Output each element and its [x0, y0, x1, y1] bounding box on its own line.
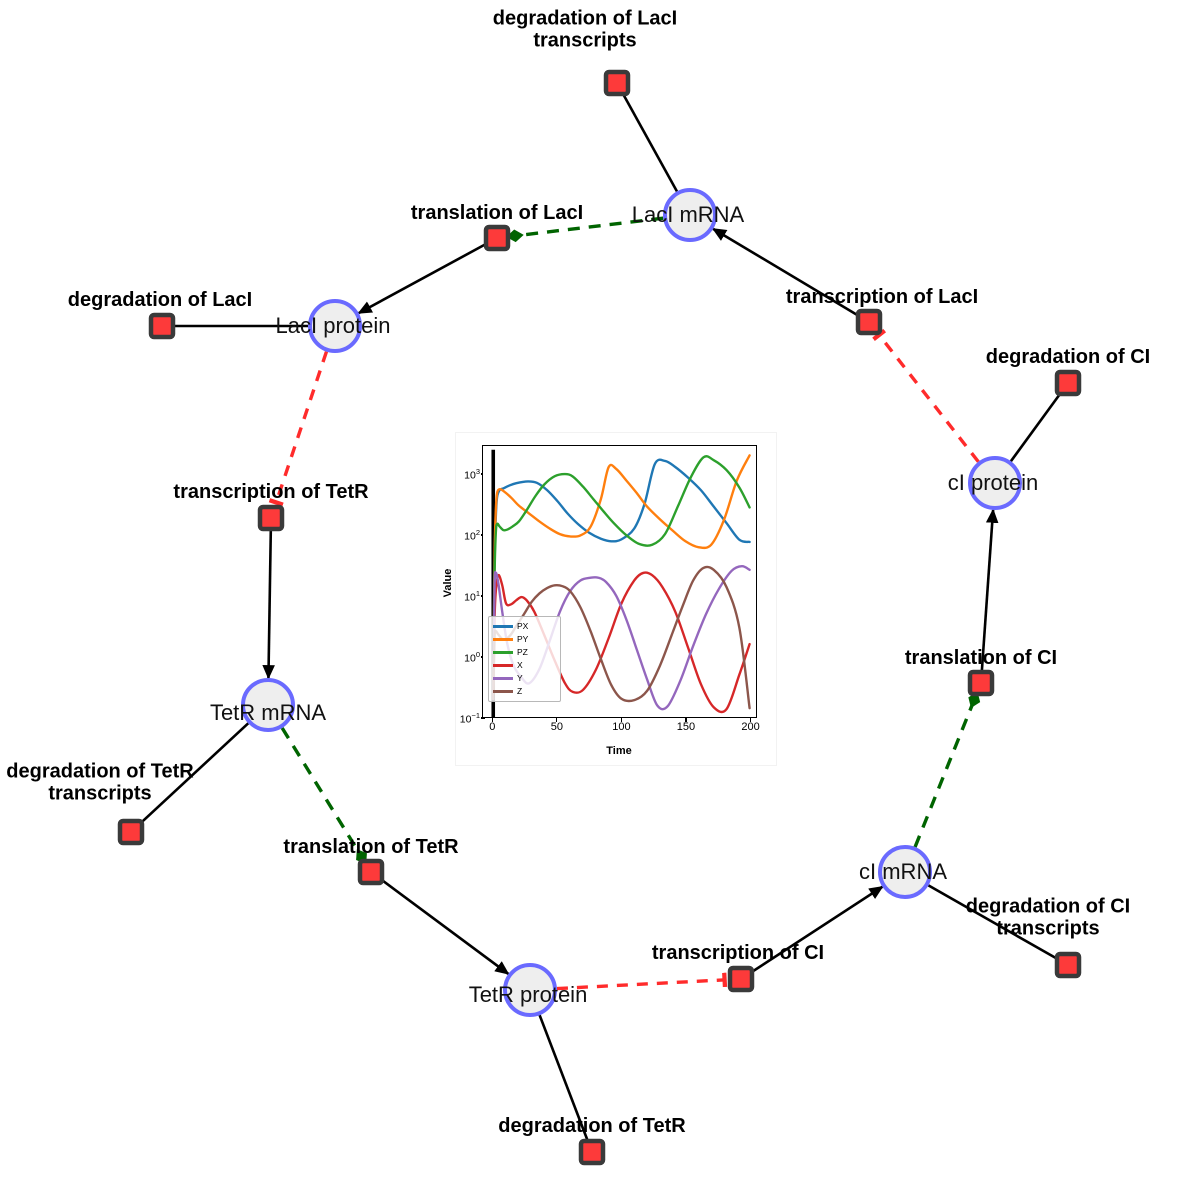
edge-e-deg-tetr-mrna	[138, 722, 250, 826]
reaction-label-deg_laci_transcripts: degradation of LacI transcripts	[492, 7, 678, 52]
edge-e-transcription-tetr-mrna	[262, 528, 275, 680]
edge-e-deg-tetr-protein	[538, 1014, 590, 1143]
y-tick-3: 103	[464, 466, 480, 482]
x-tick-50: 50	[550, 721, 563, 733]
reaction-node-transcription_tetr[interactable]	[257, 504, 285, 532]
x-tick-100: 100	[612, 721, 631, 733]
y-tick-0: 100	[464, 649, 480, 665]
legend-label-Y: Y	[517, 673, 523, 684]
legend-label-X: X	[517, 660, 523, 671]
y-tick-1: 101	[464, 588, 480, 604]
edge-e-tetr-mrna-translation	[280, 727, 367, 865]
reaction-label-transcription_tetr: transcription of TetR	[173, 480, 369, 503]
reaction-label-transcription_ci: transcription of CI	[651, 941, 825, 964]
x-tick-150: 150	[676, 721, 696, 733]
legend-item-PX[interactable]: PX	[491, 620, 557, 633]
edge-e-laci-mrna-translation	[506, 216, 664, 243]
x-tickmark-50	[556, 718, 558, 722]
reaction-label-deg_ci: degradation of CI	[985, 345, 1151, 368]
y-tick-2: 102	[464, 527, 480, 543]
legend-item-PY[interactable]: PY	[491, 633, 557, 646]
series-X	[492, 571, 751, 714]
legend-label-PY: PY	[517, 634, 529, 645]
legend-swatch-Y	[493, 677, 513, 680]
edge-e-deg-ci-mrna	[927, 884, 1060, 961]
reaction-node-deg_ci_transcripts[interactable]	[1054, 951, 1082, 979]
x-tick-200: 200	[741, 721, 760, 733]
legend-label-PX: PX	[517, 621, 529, 632]
edge-e-translation-laci-protein	[357, 242, 488, 315]
edge-e-laci-inhibits-tetr	[268, 351, 329, 507]
reaction-node-translation_tetr[interactable]	[357, 858, 385, 886]
y-tick--1: 10−1	[459, 710, 480, 726]
legend-item-X[interactable]: X	[491, 659, 557, 672]
reaction-label-transcription_laci: transcription of LacI	[785, 285, 979, 308]
reaction-label-translation_tetr: translation of TetR	[283, 835, 459, 858]
timecourse-plot: Value 10−1 100 101 102 103 PX PY PZ X Y Z 0 50 100 1…	[442, 432, 777, 766]
x-tickmark-100	[620, 718, 623, 722]
legend-swatch-PZ	[493, 651, 513, 654]
plot-area: PX PY PZ X Y Z	[482, 445, 757, 718]
x-tickmark-0	[491, 718, 493, 722]
legend-item-PZ[interactable]: PZ	[491, 646, 557, 659]
reaction-node-translation_ci[interactable]	[967, 669, 995, 697]
reaction-label-translation_ci: translation of CI	[904, 646, 1058, 669]
edge-group	[138, 91, 1063, 1143]
edge-e-deg-laci-mrna	[621, 91, 679, 193]
species-node-tetr_protein[interactable]	[503, 963, 557, 1017]
edge-e-tetr-inhibits-ci	[556, 972, 728, 991]
reaction-node-deg_tetr[interactable]	[578, 1138, 606, 1166]
edge-e-ci-mrna-translation	[913, 691, 981, 848]
node-group	[117, 69, 1082, 1166]
reaction-label-deg_tetr_transcripts: degradation of TetR transcripts	[6, 760, 194, 805]
species-node-laci_protein[interactable]	[308, 299, 362, 353]
reaction-node-transcription_ci[interactable]	[727, 965, 755, 993]
series-PZ	[492, 455, 751, 700]
x-tickmark-150	[685, 718, 687, 722]
species-node-ci_mrna[interactable]	[878, 845, 932, 899]
reaction-node-deg_ci[interactable]	[1054, 369, 1082, 397]
reaction-node-deg_tetr_transcripts[interactable]	[117, 818, 145, 846]
edge-e-translation-tetr-protein	[379, 877, 510, 975]
y-axis-label: Value	[442, 568, 454, 598]
reaction-node-deg_laci_transcripts[interactable]	[603, 69, 631, 97]
legend-swatch-X	[493, 664, 513, 667]
reaction-label-translation_laci: translation of LacI	[410, 201, 584, 224]
legend-item-Y[interactable]: Y	[491, 672, 557, 685]
x-tick-0: 0	[489, 721, 496, 733]
edge-e-deg-ci-protein	[1009, 391, 1063, 462]
species-node-laci_mrna[interactable]	[663, 188, 717, 242]
chart-legend: PX PY PZ X Y Z	[488, 616, 561, 702]
edge-e-translation-ci-protein	[980, 508, 999, 673]
species-node-tetr_mrna[interactable]	[241, 678, 295, 732]
reaction-label-deg_laci: degradation of LacI	[67, 288, 253, 311]
edge-e-transcription-laci-mrna	[711, 227, 861, 318]
reaction-node-deg_laci[interactable]	[148, 312, 176, 340]
legend-label-PZ: PZ	[517, 647, 528, 658]
edge-e-ci-inhibits-laci	[872, 328, 980, 463]
reaction-node-transcription_laci[interactable]	[855, 308, 883, 336]
edge-e-transcription-ci-mrna	[749, 885, 884, 975]
reaction-node-translation_laci[interactable]	[483, 224, 511, 252]
series-PY	[492, 454, 751, 700]
x-axis-label: Time	[606, 745, 632, 757]
legend-swatch-PY	[493, 638, 513, 641]
legend-label-Z: Z	[517, 686, 523, 697]
legend-swatch-PX	[493, 625, 513, 628]
legend-item-Z[interactable]: Z	[491, 685, 557, 698]
reaction-label-deg_ci_transcripts: degradation of CI transcripts	[965, 895, 1131, 940]
species-node-ci_protein[interactable]	[968, 456, 1022, 510]
x-tickmark-200	[749, 718, 752, 722]
reaction-label-deg_tetr: degradation of TetR	[498, 1114, 686, 1137]
legend-swatch-Z	[493, 690, 513, 693]
